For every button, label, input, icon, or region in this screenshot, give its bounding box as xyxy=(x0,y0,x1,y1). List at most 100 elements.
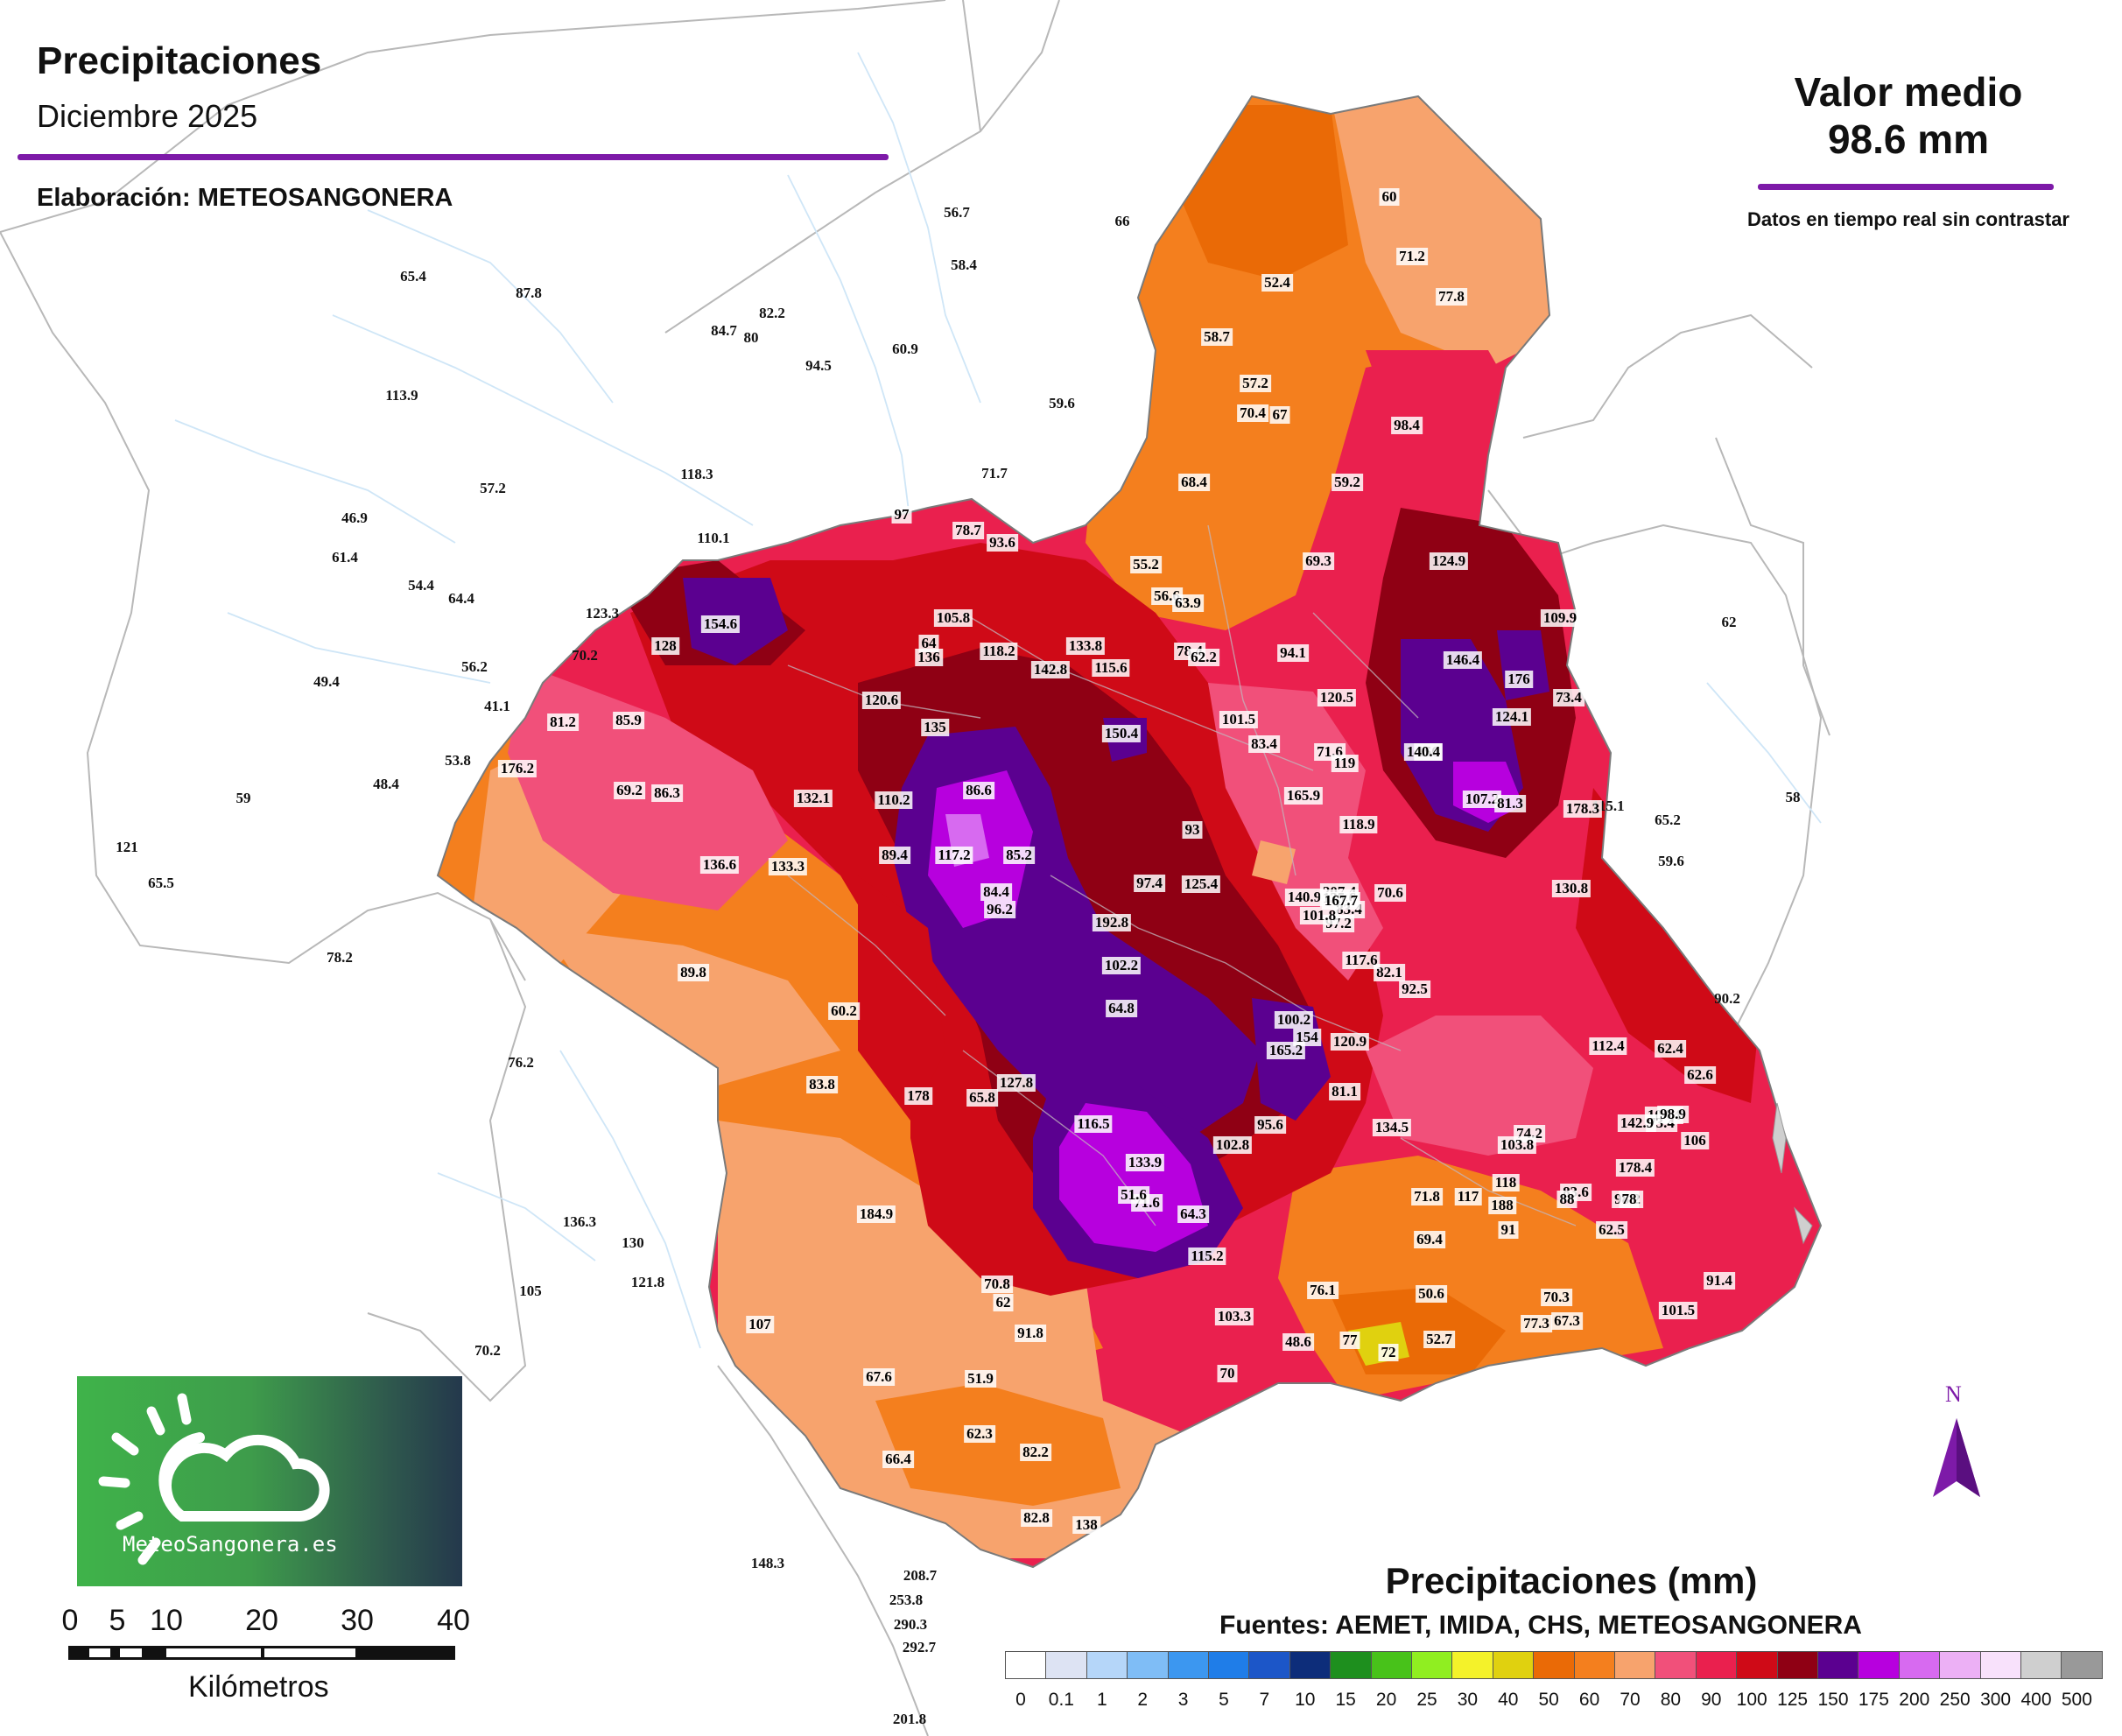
station-value: 105.8 xyxy=(933,609,973,627)
station-value: 103.8 xyxy=(1497,1136,1537,1154)
station-value: 70.4 xyxy=(1237,404,1268,422)
legend-sources: Fuentes: AEMET, IMIDA, CHS, METEOSANGONE… xyxy=(1219,1611,1862,1640)
legend-label: 500 xyxy=(2061,1690,2092,1710)
legend-label: 7 xyxy=(1259,1690,1270,1710)
station-value: 65.8 xyxy=(966,1089,998,1107)
legend-swatch xyxy=(1208,1651,1250,1679)
legend-label: 100 xyxy=(1736,1690,1767,1710)
station-value: 60.2 xyxy=(828,1002,860,1020)
coastline-islands xyxy=(1772,1102,1813,1245)
legend-label: 300 xyxy=(1980,1690,2012,1710)
station-value: 124.1 xyxy=(1492,708,1532,726)
legend-label: 50 xyxy=(1538,1690,1559,1710)
station-value: 82.1 xyxy=(1374,964,1405,981)
legend-swatch xyxy=(2061,1651,2103,1679)
legend-swatch xyxy=(1736,1651,1778,1679)
station-value: 78.2 xyxy=(327,949,353,966)
station-value: 140.4 xyxy=(1403,743,1444,761)
station-value: 84.4 xyxy=(980,883,1012,901)
station-value: 76.2 xyxy=(508,1054,534,1071)
station-value: 92.5 xyxy=(1399,980,1430,998)
station-value: 81.1 xyxy=(1329,1083,1360,1100)
station-value: 64 xyxy=(918,635,939,652)
logo-text: MeteoSangonera.es xyxy=(123,1532,338,1557)
legend-swatch xyxy=(1939,1651,1981,1679)
legend-label: 200 xyxy=(1899,1690,1930,1710)
station-value: 178.3 xyxy=(1563,800,1603,818)
legend-label: 1 xyxy=(1096,1690,1107,1710)
station-value: 81.2 xyxy=(547,713,579,731)
station-value: 101.5 xyxy=(1658,1302,1698,1319)
station-value: 253.8 xyxy=(889,1592,924,1608)
station-value: 68.4 xyxy=(1178,474,1210,491)
station-value: 41.1 xyxy=(484,698,510,714)
station-value: 69.4 xyxy=(1414,1231,1445,1248)
station-value: 72 xyxy=(1378,1344,1399,1361)
station-value: 128 xyxy=(651,637,679,655)
station-value: 110.1 xyxy=(697,530,730,546)
legend-swatch xyxy=(1411,1651,1453,1679)
station-value: 102.2 xyxy=(1101,957,1142,974)
station-value: 71.7 xyxy=(981,465,1008,481)
station-value: 62 xyxy=(1721,614,1737,630)
station-value: 69.3 xyxy=(1303,552,1334,570)
station-value: 49.4 xyxy=(313,673,340,690)
mean-label: Valor medio xyxy=(1794,69,2023,115)
station-value: 48.4 xyxy=(373,776,399,792)
station-value: 71.8 xyxy=(1411,1188,1443,1205)
station-value: 118 xyxy=(1492,1174,1520,1191)
station-value: 167.7 xyxy=(1321,892,1361,910)
station-value: 290.3 xyxy=(893,1616,928,1633)
station-value: 70.8 xyxy=(981,1276,1013,1293)
region-outline xyxy=(436,95,1823,1569)
legend-swatch xyxy=(1898,1651,1941,1679)
station-value: 77.8 xyxy=(1436,288,1467,306)
station-value: 59.2 xyxy=(1332,474,1363,491)
station-value: 52.7 xyxy=(1423,1331,1455,1348)
station-value: 69.2 xyxy=(614,782,645,799)
station-value: 97.4 xyxy=(1134,875,1165,892)
station-value: 58 xyxy=(1785,789,1801,805)
station-value: 101.8 xyxy=(1299,907,1339,924)
station-value: 60 xyxy=(1379,188,1400,206)
station-value: 107.2 xyxy=(1462,791,1502,808)
station-value: 89.4 xyxy=(879,847,910,864)
legend-label: 0.1 xyxy=(1048,1690,1074,1710)
legend-swatch xyxy=(1776,1651,1818,1679)
station-value: 115.6 xyxy=(1092,659,1130,677)
station-value: 82.8 xyxy=(1021,1509,1052,1527)
brand-logo xyxy=(77,1376,462,1586)
station-value: 89.8 xyxy=(678,964,709,981)
station-value: 133.8 xyxy=(1065,637,1106,655)
station-value: 135 xyxy=(921,719,949,736)
station-value: 62.2 xyxy=(1188,649,1219,666)
station-value: 165.9 xyxy=(1283,787,1324,805)
legend-swatch xyxy=(1492,1651,1535,1679)
station-value: 65.2 xyxy=(1655,812,1681,828)
station-value: 117 xyxy=(1454,1188,1482,1205)
station-value: 96.2 xyxy=(984,901,1015,918)
legend-swatch xyxy=(1451,1651,1493,1679)
station-value: 62 xyxy=(993,1294,1014,1311)
station-value: 97 xyxy=(891,506,912,524)
station-value: 117.2 xyxy=(935,847,973,864)
station-value: 120.9 xyxy=(1330,1033,1370,1051)
station-value: 107 xyxy=(746,1316,774,1333)
station-value: 94.5 xyxy=(805,357,832,374)
station-value: 115.2 xyxy=(1188,1248,1226,1265)
legend-swatch xyxy=(1005,1651,1047,1679)
station-value: 98.9 xyxy=(1657,1106,1689,1123)
station-value: 59.6 xyxy=(1049,395,1075,411)
station-value: 176 xyxy=(1505,671,1533,688)
legend-swatch xyxy=(1858,1651,1900,1679)
legend-label: 25 xyxy=(1416,1690,1437,1710)
station-value: 51.9 xyxy=(965,1370,996,1388)
station-value: 140.9 xyxy=(1284,889,1324,906)
realtime-note: Datos en tiempo real sin contrastar xyxy=(1747,208,2069,230)
station-value: 142.8 xyxy=(1030,661,1071,678)
station-value: 165.2 xyxy=(1266,1042,1306,1059)
scale-bar xyxy=(68,1646,455,1660)
station-value: 91 xyxy=(1498,1221,1519,1239)
station-value: 59 xyxy=(235,790,251,806)
station-value: 62.6 xyxy=(1684,1066,1716,1084)
